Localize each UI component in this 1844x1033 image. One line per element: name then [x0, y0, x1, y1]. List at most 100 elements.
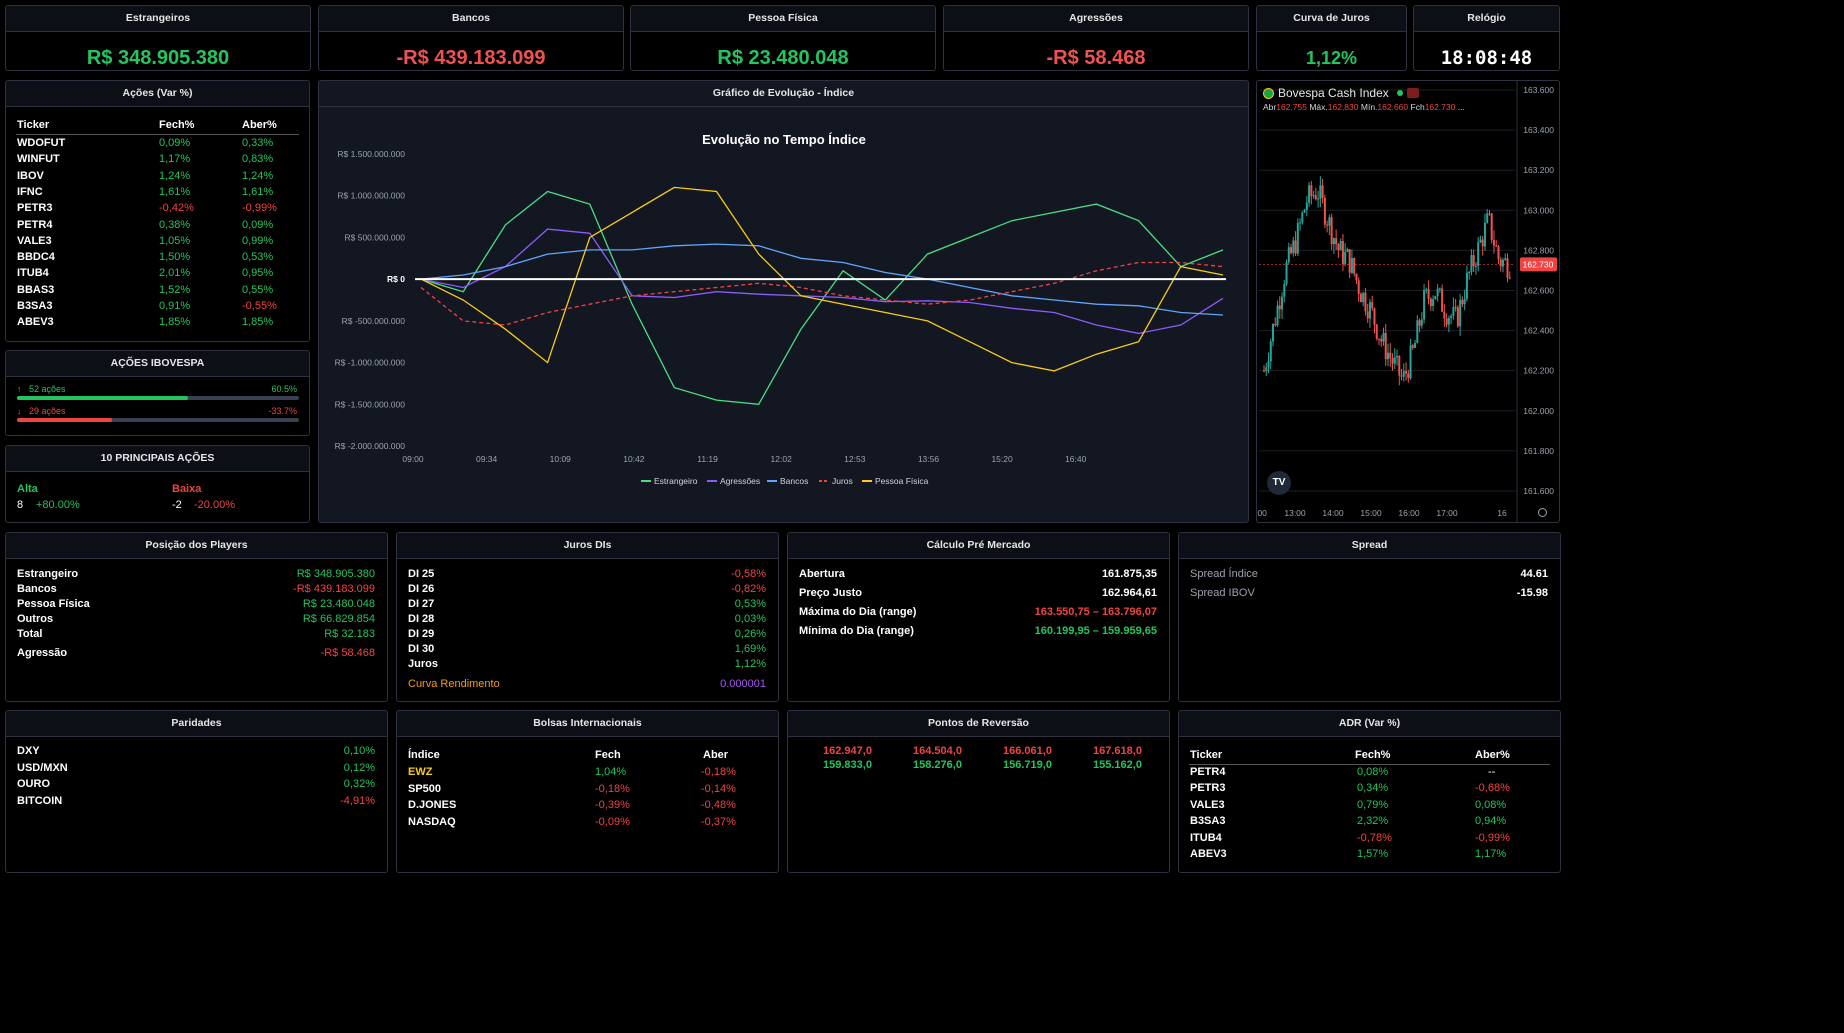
adr-row[interactable]: ITUB4 -0,78% -0,99%	[1179, 832, 1560, 848]
candle-body	[1353, 258, 1356, 274]
di-row[interactable]: DI 29 0,26%	[397, 628, 778, 644]
candle-body	[1490, 213, 1493, 241]
reversao-bottom-row[interactable]: 159.833,0 158.276,0 156.719,0 155.162,0	[788, 759, 1169, 775]
candle-body	[1274, 323, 1277, 326]
di-label: DI 26	[408, 583, 435, 595]
candle-body	[1414, 342, 1417, 348]
table-row[interactable]: ABEV3 1,85% 1,85%	[6, 316, 309, 332]
premercado-label: Mínima do Dia (range)	[799, 625, 914, 637]
paridade-row[interactable]: USD/MXN 0,12%	[6, 762, 387, 778]
candle-body	[1317, 198, 1320, 200]
card-relogio: Relógio 18:08:48	[1413, 5, 1560, 71]
bolsa-row[interactable]: D.JONES -0,39% -0,48%	[397, 799, 778, 815]
candle-body	[1492, 240, 1495, 246]
adr-ticker: PETR3	[1190, 782, 1226, 795]
candle-body	[1323, 197, 1326, 225]
bolsa-row[interactable]: NASDAQ -0,09% -0,37%	[397, 816, 778, 832]
table-row[interactable]: ITUB4 2,01% 0,95%	[6, 267, 309, 283]
paridade-row[interactable]: OURO 0,32%	[6, 778, 387, 794]
candle-body	[1488, 213, 1491, 215]
table-row[interactable]: WINFUT 1,17% 0,83%	[6, 153, 309, 169]
candle-body	[1272, 323, 1275, 342]
paridade-row[interactable]: BITCOIN -4,91%	[6, 795, 387, 811]
table-row[interactable]: IFNC 1,61% 1,61%	[6, 186, 309, 202]
reversao-top-row[interactable]: 162.947,0 164.504,0 166.061,0 167.618,0	[788, 745, 1169, 761]
candlestick-chart[interactable]: 163.600 163.400 163.200 163.000 162.800 162.6…	[1257, 81, 1559, 522]
premercado-value: 162.964,61	[1101, 587, 1157, 599]
adr-fech: 0,08%	[1357, 766, 1389, 778]
candle-body	[1321, 185, 1324, 198]
table-row[interactable]: WDOFUT 0,09% 0,33%	[6, 137, 309, 153]
fech-cell: 1,61%	[159, 185, 191, 198]
series-line-bancos	[420, 243, 1224, 316]
premercado-value: 161.875,35	[1101, 568, 1157, 580]
settings-gear-icon[interactable]	[1538, 508, 1547, 517]
table-row[interactable]: IBOV 1,24% 1,24%	[6, 170, 309, 186]
bolsa-ticker: D.JONES	[408, 799, 457, 811]
reversao-support: 155.162,0	[1093, 759, 1142, 771]
di-row[interactable]: DI 26 -0,82%	[397, 583, 778, 599]
time-tick-label: 15:00	[1360, 508, 1382, 518]
bolsa-ticker: NASDAQ	[408, 815, 456, 828]
candle-body	[1348, 249, 1351, 273]
more-ellipsis[interactable]: ...	[1457, 102, 1465, 112]
di-row[interactable]: Juros 1,12%	[397, 658, 778, 674]
adr-row[interactable]: VALE3 0,79% 0,08%	[1179, 799, 1560, 815]
curva-row: Curva Rendimento 0.000001	[397, 678, 778, 694]
candle-body	[1337, 244, 1340, 251]
candle-body	[1423, 289, 1426, 320]
di-row[interactable]: DI 28 0,03%	[397, 613, 778, 629]
x-tick-label: 10:09	[550, 454, 572, 464]
di-row[interactable]: DI 27 0,53%	[397, 598, 778, 614]
card-value: -R$ 58.468	[1046, 47, 1146, 69]
candle-body	[1310, 185, 1313, 197]
candle-body	[1296, 222, 1299, 254]
y-tick-label: R$ -500.000.000	[342, 316, 406, 326]
player-row[interactable]: Agressão -R$ 58.468	[6, 647, 387, 663]
tradingview-logo-icon[interactable]: TV	[1267, 471, 1291, 495]
candle-body	[1377, 338, 1380, 340]
table-row[interactable]: BBAS3 1,52% 0,55%	[6, 284, 309, 300]
arrow-up-icon: ↑	[17, 384, 22, 394]
candle-body	[1276, 305, 1279, 326]
paridade-row[interactable]: DXY 0,10%	[6, 745, 387, 761]
adr-row[interactable]: ABEV3 1,57% 1,17%	[1179, 848, 1560, 864]
player-row[interactable]: Bancos -R$ 439.183.099	[6, 583, 387, 599]
premercado-row[interactable]: Abertura 161.875,35	[788, 568, 1169, 584]
adr-ticker: VALE3	[1190, 798, 1225, 811]
di-label: Juros	[408, 658, 438, 670]
player-row[interactable]: Estrangeiro R$ 348.905.380	[6, 568, 387, 584]
adr-row[interactable]: B3SA3 2,32% 0,94%	[1179, 815, 1560, 831]
di-row[interactable]: DI 25 -0,58%	[397, 568, 778, 584]
premercado-label: Máxima do Dia (range)	[799, 606, 917, 618]
ticker-cell: WINFUT	[17, 153, 60, 166]
x-tick-label: 12:53	[844, 454, 866, 464]
table-row[interactable]: VALE3 1,05% 0,99%	[6, 235, 309, 251]
bolsa-row[interactable]: SP500 -0,18% -0,14%	[397, 783, 778, 799]
table-row[interactable]: PETR4 0,38% 0,09%	[6, 219, 309, 235]
table-row[interactable]: B3SA3 0,91% -0,55%	[6, 300, 309, 316]
candle-body	[1508, 277, 1511, 279]
candle-body	[1393, 357, 1396, 364]
ticker-cell: VALE3	[17, 234, 52, 247]
adr-row[interactable]: PETR3 0,34% -0,68%	[1179, 782, 1560, 798]
down-count: 29 ações	[29, 406, 66, 416]
premercado-row[interactable]: Preço Justo 162.964,61	[788, 587, 1169, 603]
bolsa-row[interactable]: EWZ 1,04% -0,18%	[397, 766, 778, 782]
di-row[interactable]: DI 30 1,69%	[397, 643, 778, 659]
premercado-row[interactable]: Máxima do Dia (range) 163.550,75 – 163.79…	[788, 606, 1169, 622]
player-row[interactable]: Total R$ 32.183	[6, 628, 387, 644]
series-line-juros	[420, 261, 1224, 326]
table-row[interactable]: BBDC4 1,50% 0,53%	[6, 251, 309, 267]
adr-aber: -0,99%	[1475, 831, 1510, 844]
candle-body	[1504, 258, 1507, 260]
premercado-row[interactable]: Mínima do Dia (range) 160.199,95 – 159.95…	[788, 625, 1169, 641]
candle-body	[1303, 209, 1306, 213]
candle-body	[1328, 217, 1331, 226]
alert-icon[interactable]	[1406, 88, 1419, 98]
player-row[interactable]: Outros R$ 66.829.854	[6, 613, 387, 629]
legend-label: Bancos	[780, 476, 808, 486]
adr-row[interactable]: PETR4 0,08% --	[1179, 766, 1560, 782]
player-row[interactable]: Pessoa Física R$ 23.480.048	[6, 598, 387, 614]
table-row[interactable]: PETR3 -0,42% -0,99%	[6, 202, 309, 218]
